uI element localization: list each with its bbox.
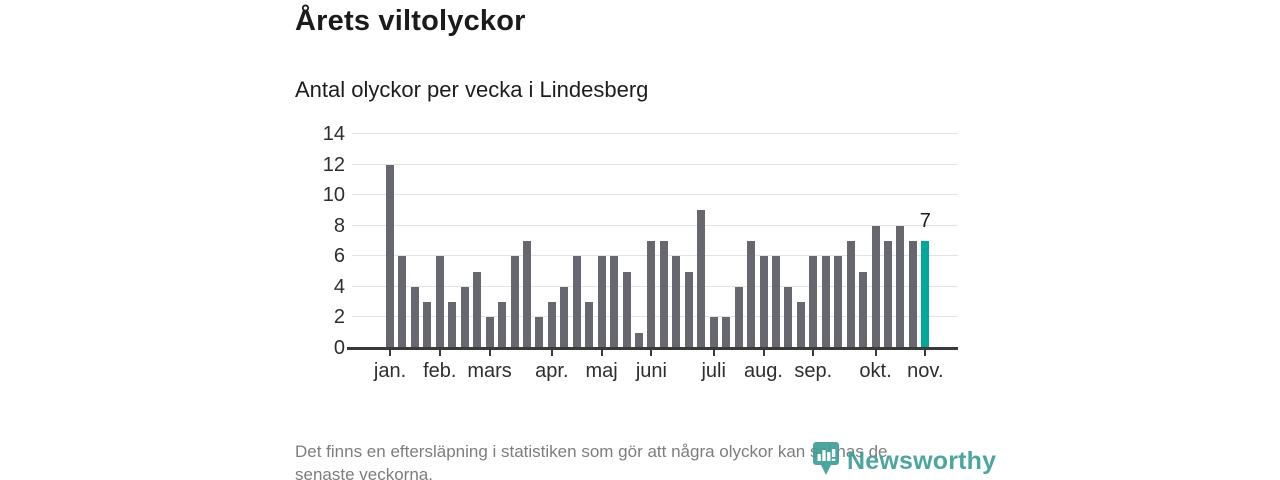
bar-week-18	[597, 256, 606, 348]
bar-week-31	[759, 256, 768, 348]
x-tick-jan	[389, 349, 391, 356]
y-axis-label-4: 4	[333, 275, 345, 298]
y-axis-label-6: 6	[333, 245, 345, 268]
bar-week-13	[535, 317, 544, 348]
bar-week-22	[647, 241, 656, 348]
bar-week-12	[522, 241, 531, 348]
bar-week-21	[635, 332, 643, 348]
y-axis-label-2: 2	[333, 306, 345, 329]
month-label-juni: juni	[635, 360, 668, 382]
chart-subtitle: Antal olyckor per vecka i Lindesberg	[295, 77, 649, 102]
y-axis-label-14: 14	[322, 123, 345, 145]
highlight-value-label: 7	[919, 210, 931, 232]
x-tick-okt	[874, 349, 877, 356]
footer-note: Det finns en eftersläpning i statistiken…	[295, 440, 887, 480]
bar-week-24	[672, 256, 681, 348]
bar-week-32	[771, 256, 780, 348]
x-tick-mars	[488, 349, 491, 356]
x-tick-apr	[550, 349, 553, 356]
x-tick-aug	[762, 349, 765, 356]
bar-week-14	[547, 302, 556, 348]
bar-week-39	[859, 271, 868, 348]
bar-week-3	[410, 286, 419, 348]
gridline-y-10	[352, 194, 958, 196]
bar-week-37	[834, 256, 843, 348]
month-label-apr: apr.	[535, 360, 569, 382]
bar-week-10	[498, 302, 507, 348]
bar-week-34	[796, 302, 805, 348]
gridline-y-14	[352, 133, 958, 134]
bar-week-9	[485, 317, 494, 348]
x-tick-sep	[812, 349, 815, 356]
bar-week-15	[560, 286, 569, 348]
bar-week-40	[871, 225, 880, 348]
footer-note-line2: senaste veckorna.	[295, 465, 433, 480]
bar-week-35	[809, 256, 818, 348]
footer-note-line1: Det finns en eftersläpning i statistiken…	[295, 442, 888, 461]
bar-week-17	[585, 302, 594, 348]
month-label-feb: feb.	[423, 360, 457, 382]
gridline-y-12	[352, 163, 958, 165]
x-tick-juni	[650, 349, 653, 356]
bar-week-43	[908, 241, 917, 348]
bar-week-7	[460, 286, 469, 348]
newsworthy-logo: Newsworthy	[812, 441, 996, 480]
x-axis-baseline	[347, 347, 958, 350]
bar-week-6	[448, 302, 457, 348]
bar-week-38	[846, 241, 855, 348]
month-label-mars: mars	[467, 360, 512, 382]
bar-week-20	[622, 271, 631, 348]
month-label-jan: jan.	[373, 360, 407, 382]
bar-week-28	[722, 317, 731, 348]
y-axis: 0 2 4 6 8 10 12 14	[295, 123, 345, 359]
bar-week-4	[423, 302, 432, 348]
bar-week-11	[510, 256, 519, 348]
bar-week-41	[884, 241, 892, 348]
bar-week-33	[784, 286, 793, 348]
logo-text: Newsworthy	[847, 447, 997, 475]
month-label-aug: aug.	[744, 360, 783, 382]
bar-week-36	[821, 256, 830, 348]
bar-week-27	[709, 317, 718, 348]
page-title: Årets viltolyckor	[295, 5, 526, 37]
x-tick-maj	[600, 349, 603, 356]
bar-chart-badge-icon	[812, 441, 840, 480]
x-tick-feb	[438, 349, 441, 356]
month-label-maj: maj	[585, 360, 618, 382]
bar-chart-plot-area: jan. feb. mars apr. maj juni juli aug. sep. okt. n…	[347, 133, 958, 382]
x-tick-nov	[924, 349, 927, 356]
bar-week-5	[435, 256, 444, 348]
bar-week-29	[734, 286, 743, 348]
bar-week-42	[896, 225, 905, 348]
y-axis-label-12: 12	[322, 153, 345, 176]
bar-week-19	[610, 256, 619, 348]
gridline-y-8	[352, 224, 958, 226]
highlighted-bar-week-44	[921, 241, 930, 348]
bar-week-30	[747, 241, 756, 348]
month-label-nov: nov.	[907, 360, 944, 382]
bar-week-8	[473, 271, 482, 348]
month-label-sep: sep.	[794, 360, 833, 382]
bar-week-25	[684, 271, 693, 348]
y-axis-label-8: 8	[333, 214, 345, 237]
bar-week-1	[386, 164, 394, 348]
y-axis-label-0: 0	[333, 337, 345, 359]
x-tick-juli	[712, 349, 715, 356]
bar-week-23	[659, 241, 668, 348]
bar-week-2	[398, 256, 407, 348]
month-label-juli: juli	[701, 360, 726, 382]
bar-week-26	[697, 210, 706, 348]
month-label-okt: okt.	[859, 360, 892, 382]
bar-week-16	[572, 256, 581, 348]
y-axis-label-10: 10	[322, 184, 345, 207]
